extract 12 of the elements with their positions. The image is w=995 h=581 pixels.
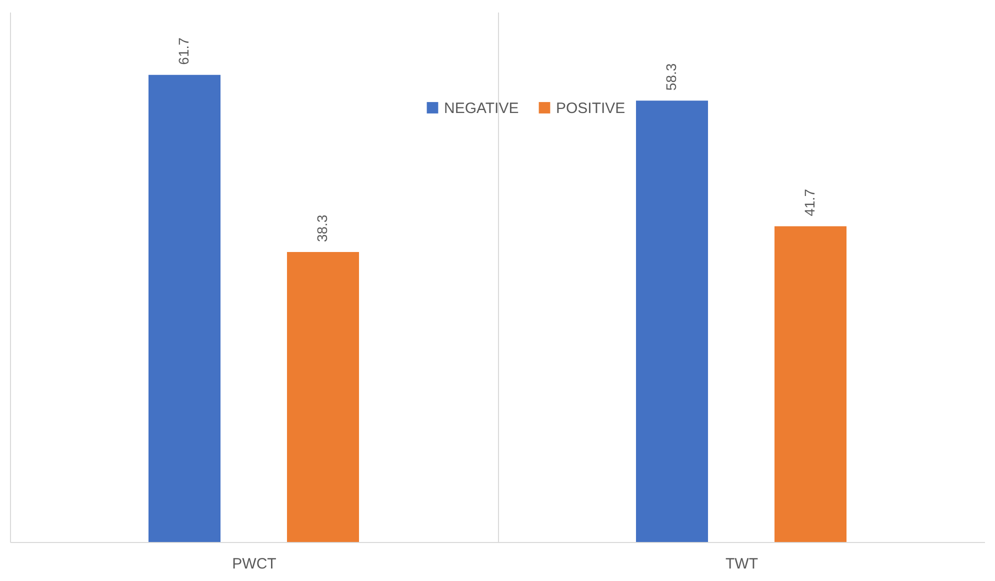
legend-label: NEGATIVE	[444, 100, 519, 117]
data-label: 38.3	[314, 214, 330, 242]
bar	[148, 74, 221, 542]
bar	[286, 252, 360, 542]
x-tick-label: PWCT	[232, 556, 276, 572]
data-label: 41.7	[801, 188, 818, 216]
bar	[774, 226, 847, 542]
data-label: 61.7	[176, 37, 192, 65]
x-tick-label: TWT	[726, 556, 758, 572]
bar	[636, 100, 708, 542]
legend-label: POSITIVE	[556, 100, 626, 117]
data-label: 58.3	[663, 63, 680, 91]
